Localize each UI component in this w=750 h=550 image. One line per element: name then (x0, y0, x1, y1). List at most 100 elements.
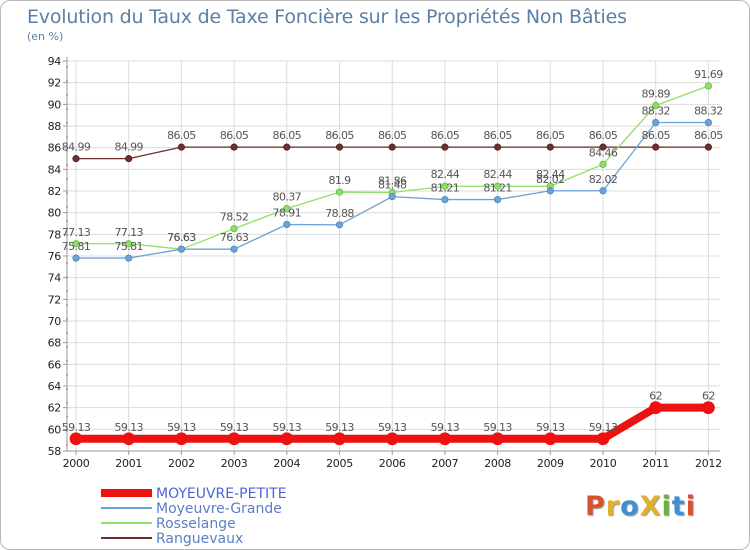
data-point (596, 432, 610, 446)
y-tick-label: 60 (48, 423, 62, 436)
chart-title: Evolution du Taux de Taxe Foncière sur l… (27, 6, 627, 28)
y-tick-label: 72 (48, 293, 61, 306)
y-tick-label: 90 (48, 98, 62, 111)
x-tick-label: 2004 (273, 457, 300, 470)
data-label: 86.05 (325, 129, 354, 142)
data-point (280, 432, 294, 446)
logo-letter: r (605, 491, 621, 522)
data-label: 86.05 (273, 129, 302, 142)
logo-letter: t (671, 491, 686, 522)
y-tick-label: 78 (48, 228, 62, 241)
data-point (441, 195, 449, 204)
data-point (599, 143, 607, 151)
y-axis-ticks: 58 60 62 64 66 68 70 72 74 76 78 80 82 84 86 88 90 92 94 (48, 55, 67, 458)
y-tick-label: 58 (48, 445, 62, 458)
data-label: 86.05 (589, 129, 618, 142)
data-point (438, 432, 452, 446)
x-axis-ticks: 2000 2001 2002 2003 2004 2005 2006 2007 2008 2009… (63, 451, 722, 470)
data-point (335, 143, 344, 151)
data-label: 59.13 (378, 421, 407, 434)
data-label: 86.05 (220, 129, 249, 142)
data-labels: 59.13 59.13 59.13 59.13 59.13 59.13 59.13 59.13… (62, 68, 724, 434)
logo-letter: P (585, 491, 606, 522)
grid-lines (67, 60, 720, 452)
data-label: 81.21 (431, 182, 460, 195)
x-tick-label: 2006 (379, 457, 406, 470)
data-point (125, 240, 133, 248)
data-label: 81.9 (328, 174, 351, 187)
data-label: 75.81 (114, 240, 143, 253)
x-tick-label: 2003 (221, 457, 248, 470)
legend-label: Moyeuvre-Grande (156, 501, 282, 517)
series-ranguevaux (72, 143, 713, 163)
data-label: 81.21 (483, 182, 512, 195)
data-point (230, 225, 238, 233)
data-label: 62 (649, 390, 662, 403)
data-point (599, 160, 607, 168)
legend: MOYEUVRE-PETITEMoyeuvre-GrandeRosselange… (101, 486, 287, 547)
data-label: 59.13 (114, 421, 143, 434)
data-point (441, 143, 449, 151)
data-label: 62 (702, 390, 715, 403)
data-point (72, 254, 80, 262)
data-label: 80.37 (273, 191, 302, 204)
data-label: 86.05 (167, 129, 196, 142)
data-point (230, 245, 238, 253)
data-point (177, 245, 185, 253)
data-label: 88.32 (641, 105, 670, 118)
data-point (388, 143, 396, 151)
y-tick-label: 84 (48, 163, 62, 176)
data-point (543, 432, 557, 446)
x-tick-label: 2008 (484, 457, 511, 470)
y-tick-label: 88 (48, 120, 62, 133)
data-point (335, 221, 344, 229)
data-label: 76.63 (167, 231, 196, 244)
y-tick-label: 64 (48, 380, 62, 393)
x-tick-label: 2011 (642, 457, 669, 470)
data-label: 76.63 (220, 231, 249, 244)
logo-letter: i (661, 491, 672, 522)
chart-subtitle: (en %) (27, 30, 64, 43)
data-label: 86.05 (431, 129, 460, 142)
data-point (649, 401, 663, 415)
data-label: 91.69 (694, 68, 723, 81)
data-label: 59.13 (325, 421, 354, 434)
data-label: 59.13 (536, 421, 565, 434)
data-point (652, 118, 660, 127)
logo-letter: X (639, 491, 662, 522)
x-tick-label: 2009 (537, 457, 564, 470)
axes (66, 57, 720, 452)
data-label: 81.48 (378, 179, 407, 192)
data-label: 59.13 (167, 421, 196, 434)
data-point (704, 118, 713, 127)
data-label: 78.88 (325, 207, 354, 220)
data-label: 77.13 (114, 226, 143, 239)
data-point (704, 143, 713, 151)
data-label: 59.13 (220, 421, 249, 434)
x-tick-label: 2001 (115, 457, 142, 470)
legend-label: MOYEUVRE-PETITE (156, 486, 287, 502)
data-point (652, 143, 660, 151)
data-point (652, 101, 660, 110)
y-tick-label: 74 (48, 272, 62, 285)
y-tick-label: 82 (48, 185, 61, 198)
y-tick-label: 86 (48, 142, 62, 155)
data-point (704, 82, 713, 90)
x-tick-label: 2007 (432, 457, 459, 470)
data-label: 82.44 (483, 168, 512, 181)
data-label: 75.81 (62, 240, 91, 253)
y-tick-label: 80 (48, 207, 62, 220)
data-label: 82.44 (536, 168, 565, 181)
series-moyeuvre-grande (72, 118, 713, 262)
data-point (72, 155, 80, 163)
data-point (174, 432, 188, 446)
data-point (493, 143, 502, 151)
y-tick-label: 92 (48, 77, 61, 90)
data-point (493, 182, 502, 190)
data-label: 59.13 (589, 421, 618, 434)
legend-label: Rosselange (156, 516, 236, 532)
data-point (283, 205, 291, 213)
data-label: 84.99 (114, 141, 143, 154)
series-lines (69, 82, 715, 446)
x-tick-label: 2012 (695, 457, 722, 470)
